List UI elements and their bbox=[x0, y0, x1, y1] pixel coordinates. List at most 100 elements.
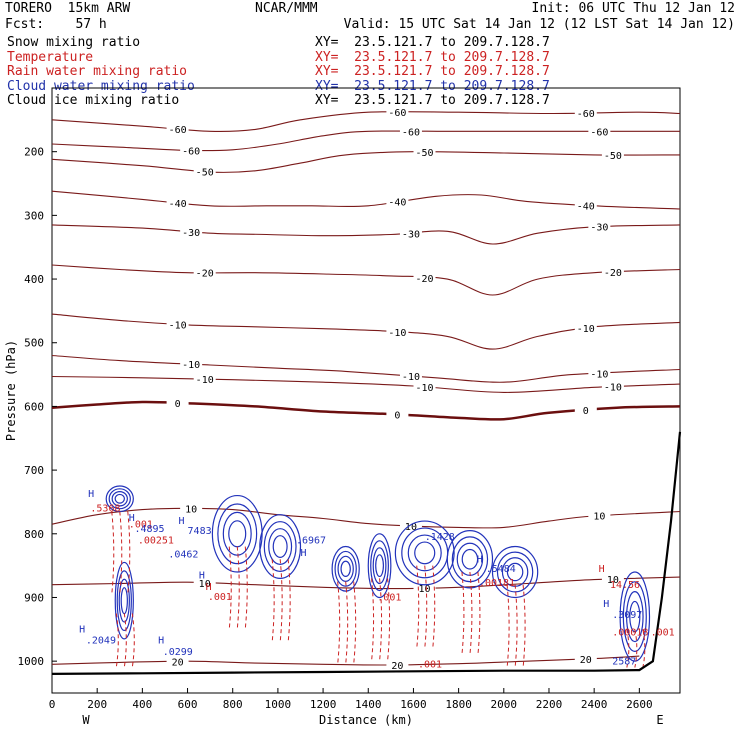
isotherm-label-bg bbox=[601, 148, 624, 161]
header: TORERO 15km ARW NCAR/MMM Init: 06 UTC Th… bbox=[0, 0, 740, 110]
cloud-water-contour bbox=[619, 571, 651, 662]
x-tick-label: 1800 bbox=[445, 698, 472, 711]
x-tick-label: 400 bbox=[132, 698, 152, 711]
isotherm-label: -20 bbox=[415, 274, 433, 285]
cloud-water-contour bbox=[334, 550, 357, 587]
isotherm-label: -20 bbox=[604, 268, 622, 279]
isotherm-label: 0 bbox=[394, 410, 400, 421]
contour-annotation: H bbox=[79, 625, 85, 636]
isotherm-label-bg bbox=[601, 573, 624, 586]
legend-name: Cloud water mixing ratio bbox=[7, 78, 195, 94]
rain-contour bbox=[522, 584, 526, 668]
rain-contour bbox=[119, 511, 123, 595]
isotherm-label: -10 bbox=[182, 360, 200, 371]
contour-annotation: 7483 bbox=[188, 526, 212, 537]
isotherm-label: -60 bbox=[402, 127, 420, 138]
contour-annotation: .0299 bbox=[163, 647, 193, 658]
init-label: Init: 06 UTC Thu 12 Jan 12 bbox=[531, 1, 736, 16]
contour-annotation: 14.56 bbox=[610, 580, 640, 591]
isotherm-label-bg bbox=[386, 106, 409, 119]
rain-contour bbox=[131, 613, 135, 668]
cloud-water-contour bbox=[625, 591, 644, 643]
y-tick-label: 1000 bbox=[18, 655, 45, 668]
contour-annotation: .3097 bbox=[612, 610, 642, 621]
legend-name: Cloud ice mixing ratio bbox=[7, 93, 180, 108]
contour-annotation: H bbox=[300, 548, 306, 559]
cloud-water-contour bbox=[108, 488, 131, 510]
cloud-water-contour bbox=[272, 535, 288, 558]
contour-annotation: H bbox=[179, 516, 185, 527]
isotherm-line bbox=[51, 264, 681, 296]
contour-annotation: H bbox=[88, 489, 94, 500]
rain-contour bbox=[287, 559, 291, 643]
contour-annotation: .001 bbox=[208, 592, 232, 603]
legend-name: Rain water mixing ratio bbox=[7, 64, 188, 79]
isotherm-line bbox=[51, 224, 681, 245]
legend-name: Snow mixing ratio bbox=[7, 35, 141, 50]
isotherm-label-bg bbox=[574, 199, 597, 212]
contour-annotation: .4895 bbox=[134, 524, 164, 535]
legend-name: Temperature bbox=[7, 49, 94, 65]
isotherm-label: 10 bbox=[199, 579, 211, 590]
isotherm-label-bg bbox=[386, 195, 409, 208]
legend-xy: XY= 23.5.121.7 to 209.7.128.7 bbox=[315, 49, 550, 65]
rain-contour bbox=[514, 584, 518, 668]
isotherm-label: -10 bbox=[415, 383, 433, 394]
isotherm-label-bg bbox=[601, 265, 624, 278]
rain-contour bbox=[111, 511, 115, 595]
cloud-water-contour bbox=[491, 545, 539, 599]
cloud-water-contour bbox=[372, 547, 387, 585]
legend-row: Temperature XY= 23.5.121.7 to 209.7.128.7 bbox=[0, 49, 740, 66]
isotherm-label: -50 bbox=[604, 151, 622, 162]
isotherm-label-bg bbox=[588, 125, 611, 138]
cloud-water-contour bbox=[111, 491, 128, 507]
isotherm-label: -60 bbox=[577, 109, 595, 120]
cloud-water-contour bbox=[114, 561, 134, 640]
rain-contour bbox=[123, 613, 127, 668]
isotherm-line bbox=[51, 507, 681, 529]
contour-annotation: H bbox=[129, 513, 135, 524]
isotherm-label-bg bbox=[166, 122, 189, 135]
cloud-water-contour bbox=[461, 548, 479, 570]
isotherm-label-bg bbox=[166, 196, 189, 209]
contour-annotation: H bbox=[603, 599, 609, 610]
isotherm-line bbox=[51, 354, 681, 383]
rain-contour bbox=[642, 629, 646, 668]
rain-contour bbox=[353, 581, 357, 665]
rain-contour bbox=[115, 613, 119, 668]
isotherm-label: -10 bbox=[590, 369, 608, 380]
isotherm-label: 20 bbox=[391, 661, 403, 672]
rain-contour bbox=[506, 584, 510, 668]
isotherm-label-bg bbox=[180, 358, 203, 371]
contour-annotation: .0462 bbox=[168, 549, 198, 560]
x-end-label-east: E bbox=[656, 713, 663, 727]
isotherm-label-bg bbox=[413, 581, 436, 594]
isotherm-label-bg bbox=[386, 658, 409, 671]
rain-contour bbox=[379, 578, 383, 662]
contour-annotation: .001 bbox=[651, 628, 675, 639]
rain-contour bbox=[461, 571, 465, 655]
isotherm-label-bg bbox=[180, 502, 203, 515]
isotherm-line bbox=[51, 400, 681, 421]
isotherm-line bbox=[51, 130, 680, 152]
cloud-water-contour bbox=[114, 493, 125, 504]
isotherm-label-bg bbox=[166, 655, 189, 668]
isotherm-label-bg bbox=[601, 380, 624, 393]
isotherm-label-bg bbox=[386, 325, 409, 338]
x-end-label-west: W bbox=[82, 713, 90, 727]
cloud-water-contour bbox=[451, 536, 489, 583]
isotherm-label-bg bbox=[413, 271, 436, 284]
isotherm-label: -30 bbox=[590, 223, 608, 234]
isotherm-label-bg bbox=[413, 145, 436, 158]
isotherm-label-bg bbox=[180, 144, 203, 157]
rain-contour bbox=[424, 565, 428, 649]
rain-contour bbox=[228, 546, 232, 630]
cloud-water-contour bbox=[337, 555, 354, 582]
x-tick-label: 2200 bbox=[536, 698, 563, 711]
isotherm-label: -60 bbox=[169, 125, 187, 136]
x-tick-label: 0 bbox=[49, 698, 56, 711]
x-tick-label: 800 bbox=[223, 698, 243, 711]
contour-annotation: .5368 bbox=[90, 504, 120, 515]
isotherm-label: -60 bbox=[182, 146, 200, 157]
legend-xy: XY= 23.5.121.7 to 209.7.128.7 bbox=[315, 78, 550, 94]
